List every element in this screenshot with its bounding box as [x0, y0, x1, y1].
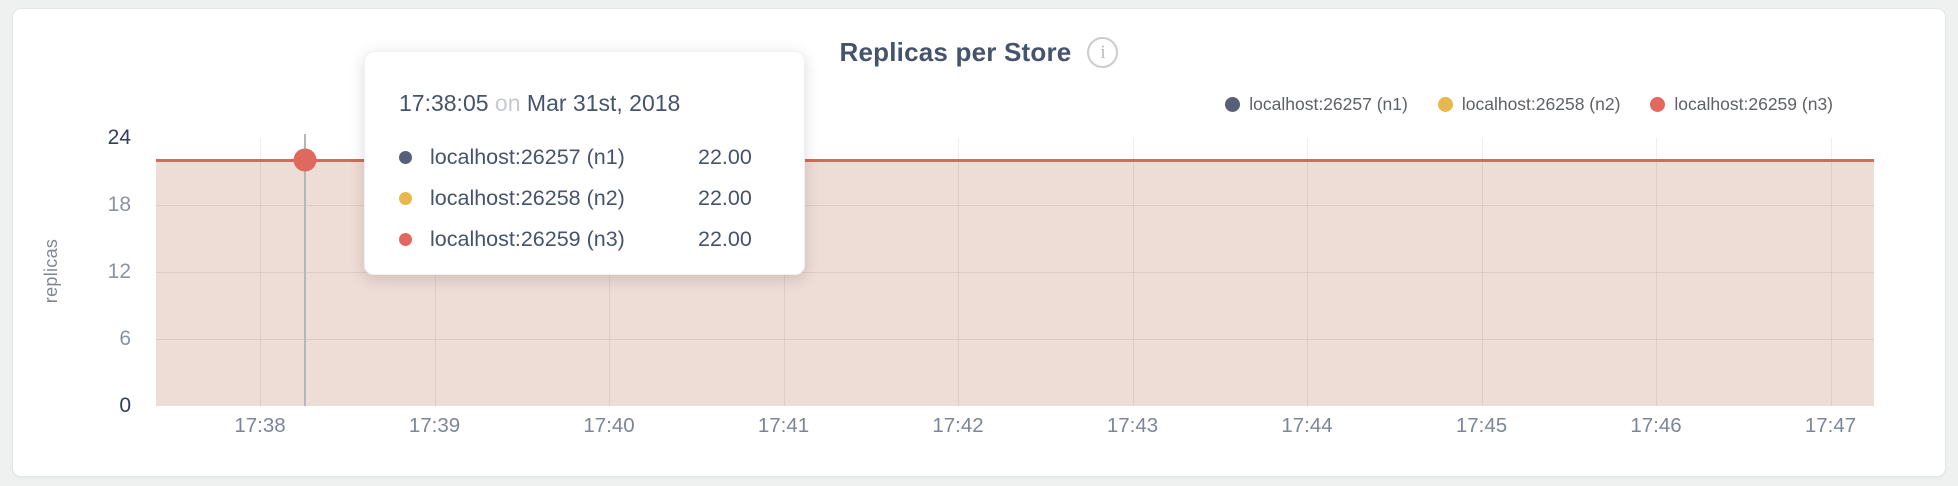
tooltip-color-dot [399, 151, 412, 164]
legend-label: localhost:26257 (n1) [1249, 94, 1408, 114]
tooltip-separator: on [494, 90, 521, 116]
tooltip-timestamp: 17:38:05 on Mar 31st, 2018 [399, 90, 804, 117]
info-icon[interactable]: i [1087, 37, 1119, 68]
legend-item[interactable]: localhost:26259 (n3) [1650, 94, 1833, 115]
x-tick-label: 17:39 [408, 414, 461, 437]
y-tick-label: 18 [107, 193, 131, 216]
tooltip-series-value: 22.00 [698, 227, 752, 251]
hover-data-point [293, 148, 317, 172]
y-axis-label: replicas [41, 238, 61, 304]
chart-title: Replicas per Store [839, 37, 1072, 67]
x-tick-label: 17:40 [583, 414, 635, 437]
tooltip-series-row: localhost:26258 (n2) 22.00 [399, 178, 804, 219]
legend-color-dot [1225, 97, 1241, 112]
x-tick-label: 17:47 [1804, 414, 1857, 437]
chart-header: Replicas per Store i [13, 37, 1945, 68]
legend-label: localhost:26259 (n3) [1674, 94, 1833, 114]
x-tick-label: 17:41 [757, 414, 810, 437]
tooltip-series-label: localhost:26259 (n3) [430, 227, 625, 251]
y-tick-label: 24 [107, 126, 131, 149]
vertical-gridline [1132, 138, 1134, 406]
legend-label: localhost:26258 (n2) [1461, 94, 1621, 114]
tooltip-color-dot [399, 192, 412, 205]
tooltip-color-dot [399, 233, 412, 246]
plot-area[interactable] [156, 134, 1874, 406]
legend-color-dot [1437, 97, 1453, 112]
tooltip-series-label: localhost:26258 (n2) [430, 186, 625, 210]
legend: localhost:26257 (n1) localhost:26258 (n2)… [1225, 94, 1833, 115]
legend-color-dot [1650, 97, 1666, 112]
tooltip-series-label: localhost:26257 (n1) [430, 145, 625, 169]
horizontal-gridline [156, 339, 1874, 340]
hover-tooltip: 17:38:05 on Mar 31st, 2018 localhost:262… [364, 51, 805, 275]
x-tick-label: 17:42 [932, 414, 984, 437]
horizontal-gridline [156, 205, 1874, 206]
tooltip-time: 17:38:05 [399, 90, 489, 116]
vertical-gridline [1481, 138, 1483, 406]
y-tick-label: 0 [119, 394, 131, 417]
vertical-gridline [260, 138, 261, 406]
y-tick-label: 6 [119, 327, 131, 350]
tooltip-series-row: localhost:26259 (n3) 22.00 [399, 219, 804, 260]
vertical-gridline [1656, 138, 1657, 406]
tooltip-series-row: localhost:26257 (n1) 22.00 [399, 137, 804, 178]
legend-item[interactable]: localhost:26258 (n2) [1437, 94, 1621, 115]
x-tick-label: 17:44 [1281, 414, 1333, 437]
vertical-gridline [1830, 138, 1832, 406]
horizontal-gridline [156, 272, 1874, 273]
x-tick-label: 17:46 [1630, 414, 1682, 437]
chart-card: Replicas per Store i localhost:26257 (n1… [12, 8, 1946, 477]
vertical-gridline [1307, 138, 1308, 406]
x-tick-label: 17:38 [234, 414, 286, 437]
x-tick-label: 17:43 [1106, 414, 1159, 437]
hover-guideline [304, 134, 306, 406]
tooltip-date: Mar 31st, 2018 [526, 90, 681, 116]
vertical-gridline [958, 138, 959, 406]
x-tick-label: 17:45 [1455, 414, 1508, 437]
tooltip-series-value: 22.00 [698, 145, 752, 169]
tooltip-rows: localhost:26257 (n1) 22.00 localhost:26258… [399, 137, 804, 260]
tooltip-series-value: 22.00 [698, 186, 752, 210]
series-line-n3 [156, 158, 1874, 162]
y-tick-label: 12 [107, 260, 131, 283]
legend-item[interactable]: localhost:26257 (n1) [1225, 94, 1408, 115]
